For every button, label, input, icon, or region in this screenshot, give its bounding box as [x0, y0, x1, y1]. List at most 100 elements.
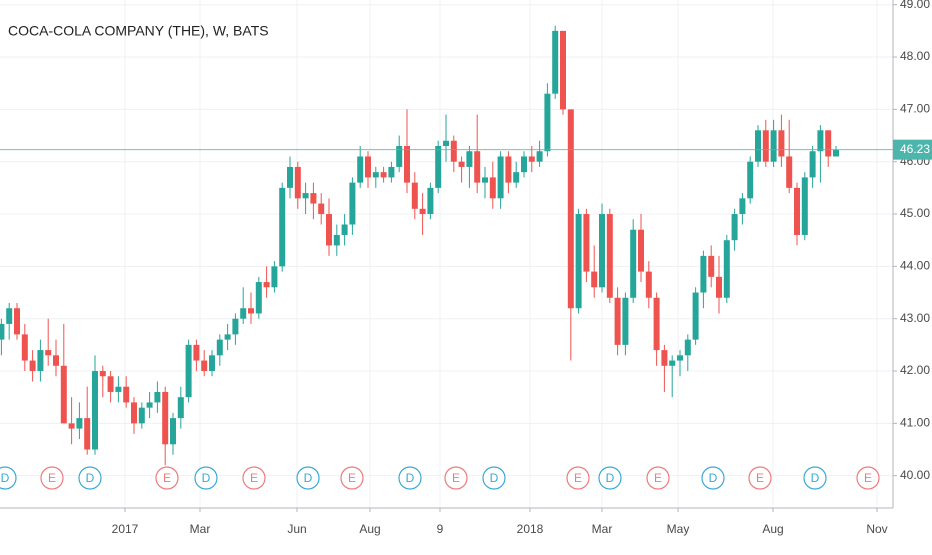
candle-body	[786, 156, 793, 188]
event-marker	[78, 466, 102, 490]
candle-body	[216, 339, 223, 356]
candle-body	[536, 151, 543, 162]
candle-body	[747, 161, 754, 199]
event-marker	[566, 466, 590, 490]
event-marker	[856, 466, 880, 490]
candle-body	[372, 172, 379, 178]
candle-body	[653, 297, 660, 351]
candle-body	[497, 156, 504, 199]
event-marker	[40, 466, 64, 490]
candle-body	[528, 156, 535, 162]
candle-body	[716, 276, 722, 298]
candle-body	[404, 146, 410, 183]
event-label: E	[864, 471, 872, 485]
candle-body	[365, 156, 371, 178]
candle-body	[684, 339, 691, 356]
x-tick-label: 9	[437, 522, 444, 536]
candle-body	[357, 156, 364, 183]
candle-body	[0, 323, 5, 340]
event-marker	[296, 466, 320, 490]
candle-body	[263, 282, 270, 288]
candle-body	[614, 297, 621, 345]
event-label: E	[452, 471, 460, 485]
y-tick-label: 48.00	[900, 49, 930, 63]
event-marker	[482, 466, 506, 490]
candle-body	[677, 355, 683, 361]
y-tick-label: 40.00	[900, 468, 930, 482]
candle-body	[606, 214, 613, 298]
y-tick-label: 42.00	[900, 363, 930, 377]
event-label: E	[250, 471, 258, 485]
candle-body	[162, 391, 169, 445]
candle-body	[450, 140, 457, 162]
candle-body	[318, 203, 325, 215]
y-tick-label: 43.00	[900, 311, 930, 325]
candle-body	[435, 146, 442, 188]
candle-body	[76, 418, 83, 429]
candle-body	[505, 156, 512, 183]
candle-body	[68, 423, 75, 429]
candle-body	[14, 308, 20, 335]
candle-body	[201, 360, 208, 372]
event-label: E	[163, 471, 171, 485]
candle-body	[341, 224, 348, 235]
candle-body	[443, 140, 449, 147]
candle-body	[294, 166, 301, 199]
candle-body	[809, 151, 816, 178]
candle-body	[419, 208, 426, 215]
x-tick-label: May	[667, 522, 690, 536]
candle-body	[427, 187, 434, 215]
candle-body	[661, 350, 668, 366]
candle-body	[154, 391, 161, 403]
event-label: D	[811, 471, 820, 485]
candle-body	[833, 149, 839, 157]
event-label: E	[48, 471, 56, 485]
candle-body	[560, 30, 566, 110]
candle-body	[458, 161, 465, 167]
event-marker	[701, 466, 725, 490]
candle-body	[669, 360, 676, 366]
candle-body	[692, 292, 699, 340]
x-tick-label: Aug	[762, 522, 783, 536]
y-tick-label: 49.00	[900, 0, 930, 11]
candle-body	[21, 334, 28, 361]
candle-body	[825, 130, 832, 157]
candle-body	[185, 344, 192, 398]
candle-body	[170, 418, 176, 445]
candle-body	[240, 308, 247, 319]
candle-body	[482, 177, 488, 183]
last-price-box	[893, 139, 932, 160]
event-label: E	[654, 471, 662, 485]
event-label: D	[202, 471, 211, 485]
candle-body	[146, 402, 153, 408]
event-label: D	[709, 471, 718, 485]
candle-body	[474, 151, 481, 183]
x-tick-label: Nov	[866, 522, 887, 536]
axes: 40.0041.0042.0043.0044.0045.0046.0047.00…	[112, 0, 932, 536]
candle-body	[60, 365, 67, 424]
y-tick-label: 44.00	[900, 259, 930, 273]
grid	[0, 0, 893, 508]
candle-body	[396, 146, 403, 167]
candle-body	[630, 229, 637, 298]
event-label: D	[406, 471, 415, 485]
event-marker	[398, 466, 422, 490]
event-label: E	[348, 471, 356, 485]
candle-body	[731, 214, 738, 241]
y-tick-label: 41.00	[900, 416, 930, 430]
event-label: D	[304, 471, 313, 485]
candle-body	[567, 109, 574, 309]
candle-body	[287, 166, 293, 188]
candle-body	[552, 30, 559, 94]
candle-body	[84, 418, 91, 450]
candle-body	[107, 376, 114, 392]
candle-body	[232, 318, 239, 335]
candle-body	[29, 360, 36, 372]
chart-title: COCA-COLA COMPANY (THE), W, BATS	[8, 23, 269, 39]
event-marker	[748, 466, 772, 490]
candle-body	[489, 177, 496, 199]
event-label: D	[86, 471, 95, 485]
candle-body	[255, 282, 262, 314]
